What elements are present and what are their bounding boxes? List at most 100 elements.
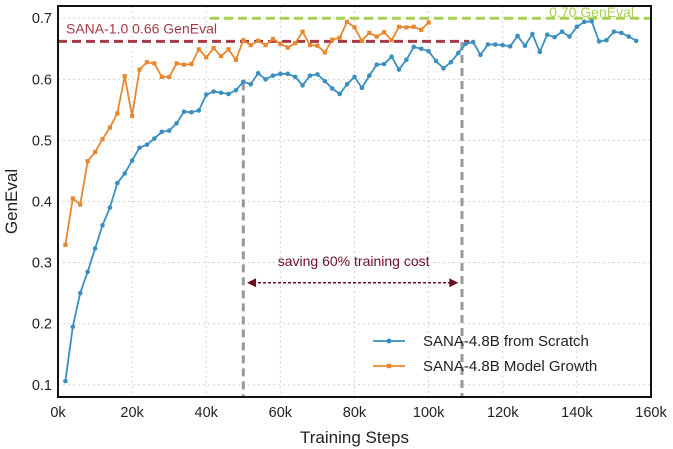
data-point [537,49,543,55]
data-point [218,53,224,59]
data-point [122,171,128,176]
data-point [500,42,506,48]
plot-area: SANA-1.0 0.66 GenEval 0.70 GenEval saving … [2,4,667,447]
data-point [337,91,342,97]
data-point [137,145,142,151]
data-point [552,34,557,40]
data-point [100,137,105,142]
data-point [441,66,446,71]
data-point [152,61,157,66]
data-point [159,129,165,135]
data-point [285,71,291,77]
data-point [352,74,357,80]
data-point [396,24,402,29]
legend: SANA-4.8B from Scratch SANA-4.8B Model Gr… [373,333,597,375]
data-point [463,41,468,47]
data-point [70,196,75,201]
data-point [344,81,350,87]
data-point [278,71,283,77]
data-point [300,83,305,88]
data-point [144,60,150,65]
data-point [241,79,246,85]
data-point [226,47,231,52]
data-point [411,44,417,50]
data-point [315,43,320,48]
annotation-arrow-left [247,278,257,288]
data-point [233,88,239,93]
data-point [107,205,113,210]
data-point [270,73,276,78]
data-point [633,38,639,44]
data-point [152,136,157,141]
data-point [596,39,602,44]
data-point [470,39,476,45]
data-point [130,113,135,119]
data-point [478,52,483,58]
data-point [63,378,68,384]
data-point [278,41,283,46]
data-point [181,109,187,114]
x-tick-label: 140k [561,405,593,421]
data-point [389,38,394,43]
data-point [248,43,253,48]
data-point [196,108,202,113]
data-point [493,42,498,47]
data-point [255,70,261,76]
data-point [204,55,209,60]
data-point [329,86,335,91]
data-point [107,125,112,130]
data-point [544,32,550,38]
x-tick-label: 160k [635,405,667,421]
series-line [64,20,637,382]
data-point [181,62,187,67]
data-point [382,30,387,35]
y-axis-label: GenEval [2,169,21,234]
data-point [404,57,409,63]
x-tick-label: 60k [269,405,293,421]
data-point [322,50,327,55]
data-point [218,90,224,96]
data-point [567,34,572,39]
data-point [115,111,120,116]
y-tick-label: 0.2 [32,317,52,333]
legend-label: SANA-4.8B from Scratch [423,333,589,350]
data-point [129,158,135,163]
data-point [574,24,580,30]
y-tick-label: 0.3 [32,256,52,272]
series-2 [63,19,431,247]
data-point [92,246,98,251]
y-tick-label: 0.6 [32,72,52,88]
data-point [611,29,617,34]
data-point [411,24,416,29]
annotation-arrow-right [449,278,459,288]
data-point [174,61,179,66]
data-point [352,25,357,30]
data-point [619,30,624,36]
data-point [426,48,431,54]
data-point [448,59,454,65]
series-1 [63,18,639,384]
x-tick-label: 100k [413,405,445,421]
data-point [581,19,587,25]
data-point [292,74,298,80]
data-point [589,18,594,24]
data-point [307,43,313,48]
data-point [144,142,150,147]
data-point [419,27,424,32]
data-point [359,85,365,91]
x-axis-label: Training Steps [300,428,409,447]
x-tick-label: 120k [487,405,519,421]
data-point [485,42,491,47]
data-point [211,46,216,51]
data-point [330,37,335,42]
data-point [285,45,290,50]
data-point [92,149,98,155]
x-tick-label: 80k [343,405,367,421]
data-point [70,324,76,330]
data-point [626,34,632,39]
data-point [174,121,179,126]
legend-marker [386,363,392,369]
data-point [256,38,261,43]
data-point [78,202,83,207]
data-point [337,35,342,40]
